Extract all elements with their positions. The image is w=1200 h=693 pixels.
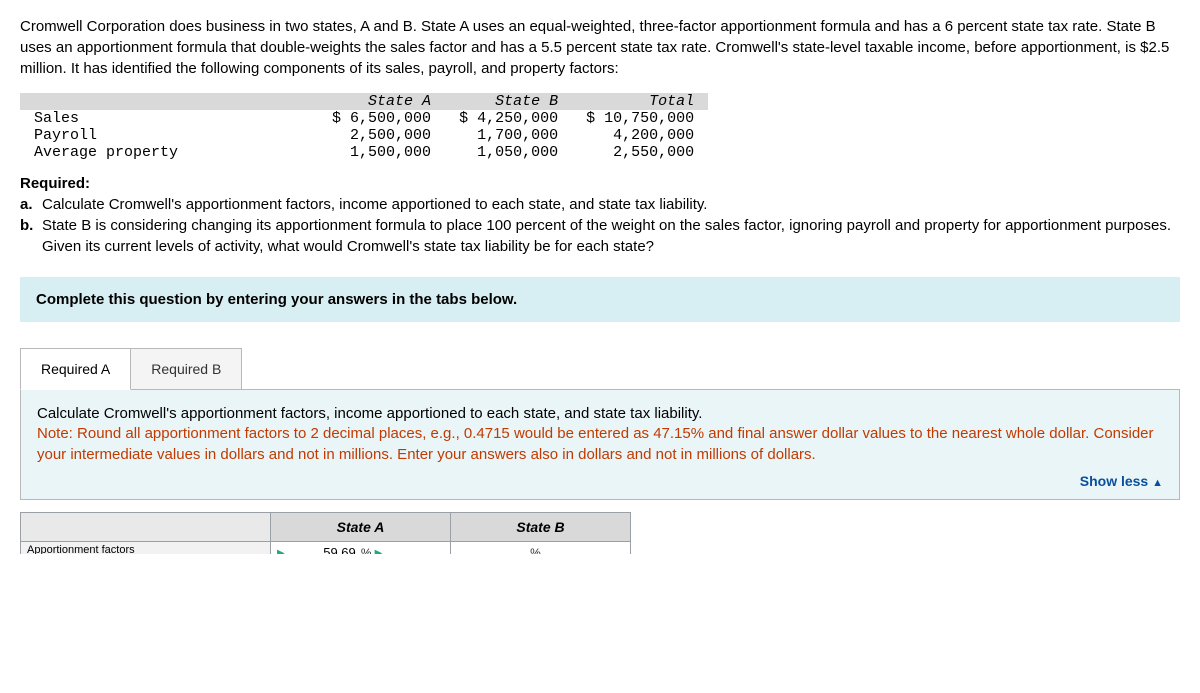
answer-area: State A State B Apportionment factors ▶ … [20,512,1180,554]
answer-row-cut: Apportionment factors ▶ % ▶ % [21,541,631,554]
answer-col-blank [21,512,271,541]
answer-row-label: Apportionment factors [21,541,271,554]
tab-required-a[interactable]: Required A [20,348,131,390]
answer-table: State A State B Apportionment factors ▶ … [20,512,631,554]
row-label: Sales [20,110,318,127]
answer-col-a: State A [271,512,451,541]
item-text: State B is considering changing its appo… [42,215,1180,257]
answer-cell-b[interactable]: % [451,541,631,554]
required-heading: Required: [20,175,1180,192]
cell: 4,200,000 [572,127,708,144]
cell: 1,050,000 [445,144,572,161]
item-label: b. [20,215,42,257]
table-row: Sales $ 6,500,000 $ 4,250,000 $ 10,750,0… [20,110,708,127]
required-item-b: b. State B is considering changing its a… [20,215,1180,257]
cell: $ 6,500,000 [318,110,445,127]
table-row: Average property 1,500,000 1,050,000 2,5… [20,144,708,161]
apportionment-b-input[interactable] [457,544,527,554]
tab-strip: Required A Required B [20,348,1180,390]
col-state-b: State B [445,93,572,110]
row-label: Payroll [20,127,318,144]
item-text: Calculate Cromwell's apportionment facto… [42,194,707,215]
apportionment-a-input[interactable] [288,544,358,554]
percent-label: % [361,546,372,554]
required-list: a. Calculate Cromwell's apportionment fa… [20,194,1180,257]
show-less-label: Show less [1080,473,1148,489]
dropdown-icon: ▶ [375,548,383,553]
item-label: a. [20,194,42,215]
col-blank [20,93,318,110]
tab-body-a: Calculate Cromwell's apportionment facto… [20,389,1180,500]
tab-instruction: Calculate Cromwell's apportionment facto… [37,405,702,422]
col-state-a: State A [318,93,445,110]
instruction-panel: Complete this question by entering your … [20,277,1180,322]
cell: $ 10,750,000 [572,110,708,127]
cell: 2,500,000 [318,127,445,144]
col-total: Total [572,93,708,110]
row-label: Average property [20,144,318,161]
answer-col-b: State B [451,512,631,541]
cell: $ 4,250,000 [445,110,572,127]
answer-cell-a[interactable]: ▶ % ▶ [271,541,451,554]
percent-label: % [530,546,541,554]
chevron-up-icon: ▲ [1152,477,1163,489]
factors-table: State A State B Total Sales $ 6,500,000 … [20,93,708,161]
tab-note: Note: Round all apportionment factors to… [37,425,1154,462]
tab-required-b[interactable]: Required B [131,348,242,390]
dropdown-icon: ▶ [277,548,285,553]
cell: 1,500,000 [318,144,445,161]
show-less-toggle[interactable]: Show less ▲ [37,473,1163,489]
table-row: Payroll 2,500,000 1,700,000 4,200,000 [20,127,708,144]
cell: 2,550,000 [572,144,708,161]
cell: 1,700,000 [445,127,572,144]
required-item-a: a. Calculate Cromwell's apportionment fa… [20,194,1180,215]
problem-intro: Cromwell Corporation does business in tw… [20,16,1180,79]
